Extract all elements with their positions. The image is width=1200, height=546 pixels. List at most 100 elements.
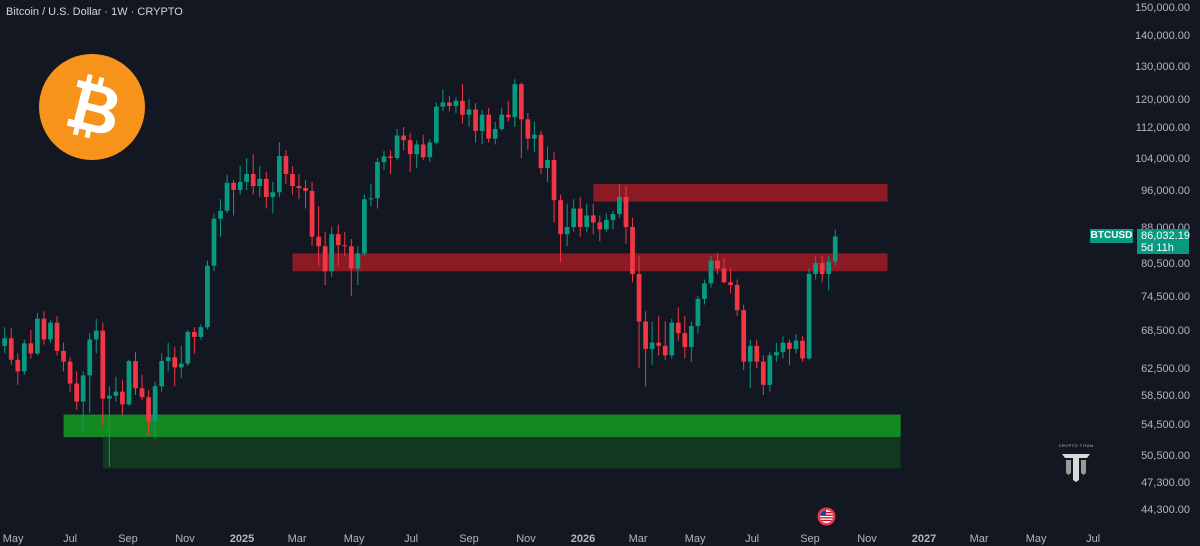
candle-body <box>787 342 792 349</box>
candle-body <box>545 160 550 168</box>
candle-body <box>532 134 537 139</box>
candle-body <box>401 135 406 141</box>
candle-body <box>309 190 315 237</box>
candle-body <box>414 144 420 155</box>
candle-body <box>832 236 838 262</box>
candle-body <box>87 339 93 376</box>
y-tick-label: 47,300.00 <box>1141 477 1190 489</box>
candle-body <box>35 318 40 354</box>
y-tick-label: 112,000.00 <box>1136 122 1190 134</box>
candle-body <box>558 200 563 235</box>
candle-body <box>662 345 668 356</box>
candle-body <box>355 253 361 269</box>
candle-body <box>335 234 341 246</box>
candle-body <box>466 109 472 115</box>
x-tick-label: Jul <box>1086 533 1100 545</box>
x-tick-label: Sep <box>459 533 479 545</box>
x-tick-label: Sep <box>800 533 820 545</box>
x-tick-label: 2027 <box>912 533 936 545</box>
us-flag-event-icon[interactable] <box>817 507 836 526</box>
candle-body <box>774 352 779 356</box>
candle-body <box>28 343 34 354</box>
y-tick-label: 44,300.00 <box>1141 504 1190 516</box>
current-price-value: 86,032.19 <box>1141 230 1190 242</box>
x-tick-label: Jul <box>745 533 759 545</box>
candle-body <box>113 391 119 396</box>
candle-body <box>54 322 60 351</box>
y-tick-label: 74,500.00 <box>1141 291 1190 303</box>
candle-body <box>48 322 53 340</box>
candle-body <box>348 246 354 269</box>
candle-body <box>244 174 250 182</box>
candle-body <box>741 310 747 362</box>
candle-body <box>780 342 786 353</box>
x-tick-label: Jul <box>404 533 418 545</box>
candle-body <box>708 260 714 284</box>
candle-body <box>473 109 478 131</box>
candle-body <box>165 357 171 362</box>
candle-body <box>747 345 753 362</box>
candle-body <box>819 263 825 274</box>
candle-body <box>185 331 191 364</box>
candle-body <box>368 198 374 200</box>
candle-body <box>133 361 138 389</box>
x-tick-label: May <box>344 533 365 545</box>
candle-body <box>303 188 308 191</box>
candle-body <box>636 274 642 322</box>
candle-body <box>505 114 511 118</box>
crypto-titan-logo-icon <box>1062 454 1090 482</box>
candle-body <box>277 156 282 193</box>
candle-body <box>518 84 524 120</box>
candle-body <box>290 174 295 186</box>
candle-body <box>270 192 276 197</box>
y-tick-label: 96,000.00 <box>1141 185 1190 197</box>
x-tick-label: Sep <box>118 533 138 545</box>
candle-body <box>100 330 106 399</box>
chart-title: Bitcoin / U.S. Dollar · 1W · CRYPTO <box>6 6 183 18</box>
candle-body <box>551 160 557 201</box>
candle-body <box>2 338 8 346</box>
candle-body <box>453 100 459 106</box>
x-tick-label: May <box>685 533 706 545</box>
candle-body <box>656 342 662 346</box>
candle-body <box>447 102 452 106</box>
x-tick-label: 2025 <box>230 533 254 545</box>
candle-body <box>152 386 158 422</box>
candle-body <box>250 174 256 186</box>
candle-body <box>695 298 701 327</box>
candle-body <box>721 268 727 283</box>
x-tick-label: May <box>3 533 24 545</box>
candle-body <box>21 343 27 372</box>
candle-body <box>198 327 204 337</box>
candle-body <box>577 208 583 227</box>
candle-body <box>263 178 269 197</box>
candle-body <box>623 196 629 227</box>
support-extension-zone <box>102 437 901 469</box>
y-tick-label: 50,500.00 <box>1141 450 1190 462</box>
y-tick-label: 140,000.00 <box>1135 30 1190 42</box>
y-tick-label: 120,000.00 <box>1135 94 1190 106</box>
candle-body <box>205 265 210 328</box>
candle-body <box>80 375 86 402</box>
resistance-zone <box>593 184 888 202</box>
candle-body <box>806 274 812 359</box>
candle-body <box>597 222 603 230</box>
candle-body <box>617 196 622 215</box>
y-tick-label: 130,000.00 <box>1135 61 1190 73</box>
candle-body <box>590 215 596 223</box>
candle-body <box>139 388 145 398</box>
candle-body <box>120 391 125 405</box>
candle-body <box>388 156 393 158</box>
x-tick-label: 2026 <box>571 533 595 545</box>
x-tick-label: Jul <box>63 533 77 545</box>
y-tick-label: 68,500.00 <box>1141 325 1190 337</box>
candle-body <box>257 178 263 186</box>
x-tick-label: Nov <box>175 533 195 545</box>
brand-name: CRYPTO TITAN <box>1058 443 1094 448</box>
candle-body <box>420 144 426 158</box>
candle-body <box>427 142 433 158</box>
candle-body <box>283 156 289 174</box>
y-tick-label: 54,500.00 <box>1141 419 1190 431</box>
